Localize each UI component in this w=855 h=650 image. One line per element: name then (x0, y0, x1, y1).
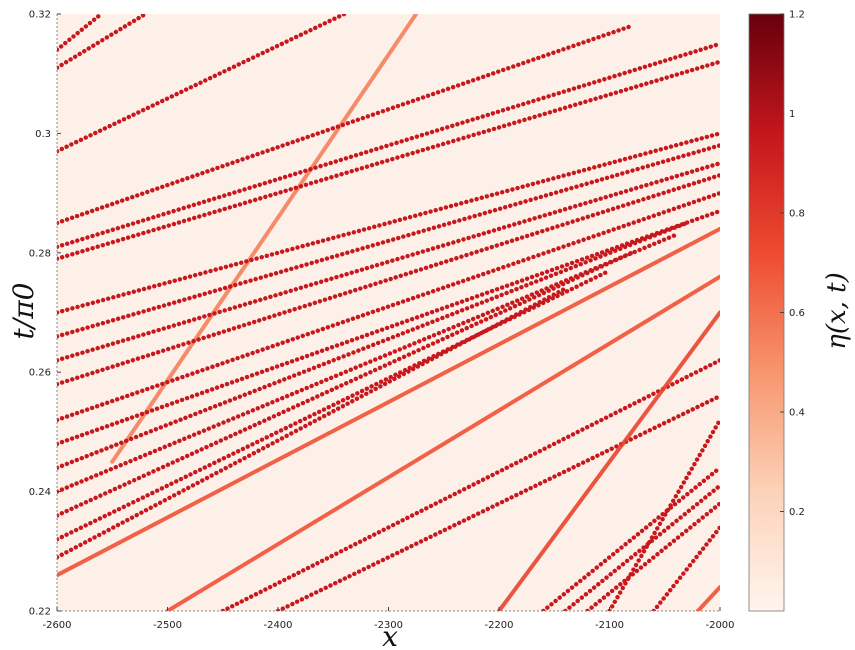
soliton-trajectory-11 (57, 172, 720, 387)
y-tick-label: 0.32 (29, 10, 51, 21)
soliton-trajectory-22 (275, 393, 720, 611)
soliton-trajectory-14 (57, 220, 690, 470)
soliton-trajectory-19 (57, 226, 720, 578)
soliton-trajectory-28 (651, 525, 720, 611)
x-tick-label: -2200 (484, 620, 513, 631)
y-tick-label: 0.26 (29, 368, 51, 379)
colorbar-tick-label: 0.8 (789, 209, 805, 220)
y-tick-label: 0.28 (29, 248, 51, 259)
colorbar-tick-label: 0.4 (789, 408, 805, 419)
colorbar-tick-label: 1.2 (789, 10, 805, 21)
x-tick-label: -2000 (705, 620, 734, 631)
x-tick-label: -2500 (153, 620, 182, 631)
x-tick-label: -2400 (263, 620, 292, 631)
soliton-trajectory-10 (57, 161, 720, 363)
soliton-trajectory-23 (497, 310, 720, 611)
soliton-trajectory-8 (57, 131, 720, 315)
soliton-trajectory-6 (57, 41, 720, 250)
x-axis-label: x (382, 620, 398, 650)
soliton-trajectory-20 (165, 274, 720, 611)
soliton-trajectory-2 (57, 14, 347, 154)
heatmap-plot-area (57, 14, 720, 611)
y-tick-label: 0.22 (29, 607, 51, 618)
colorbar-tick-label: 0.2 (789, 507, 805, 518)
soliton-trajectory-4 (57, 14, 104, 53)
y-tick-label: 0.3 (35, 129, 51, 140)
y-axis-label: t/π0 (7, 283, 40, 340)
soliton-trajectory-5 (57, 23, 634, 226)
soliton-trajectory-13 (57, 208, 720, 447)
x-tick-label: -2600 (42, 620, 71, 631)
soliton-trajectory-7 (57, 59, 720, 261)
soliton-trajectory-27 (585, 501, 720, 611)
y-tick-label: 0.24 (29, 487, 51, 498)
soliton-trajectory-25 (541, 465, 720, 611)
soliton-trajectory-18 (57, 286, 568, 560)
soliton-trajectory-26 (563, 483, 720, 611)
soliton-trajectory-12 (57, 190, 720, 423)
soliton-trajectory-16 (57, 250, 634, 518)
soliton-trajectory-3 (57, 14, 148, 70)
colorbar-label: η(x, t) (822, 272, 852, 350)
x-tick-label: -2300 (374, 620, 403, 631)
soliton-trajectory-29 (695, 585, 720, 611)
soliton-trajectory-1 (110, 14, 419, 464)
soliton-trajectory-9 (57, 143, 720, 339)
heatmap-background (57, 14, 720, 611)
colorbar-gradient (748, 13, 785, 612)
x-tick-label: -2100 (595, 620, 624, 631)
colorbar-tick-label: 0.6 (789, 308, 805, 319)
colorbar: 0.2 0.4 0.6 0.8 1 1.2 (748, 10, 805, 612)
plot-axes: -2600 -2500 -2400 -2300 -2200 -2100 -2000 0.22 0… (29, 10, 735, 632)
colorbar-tick-label: 1 (789, 109, 795, 120)
